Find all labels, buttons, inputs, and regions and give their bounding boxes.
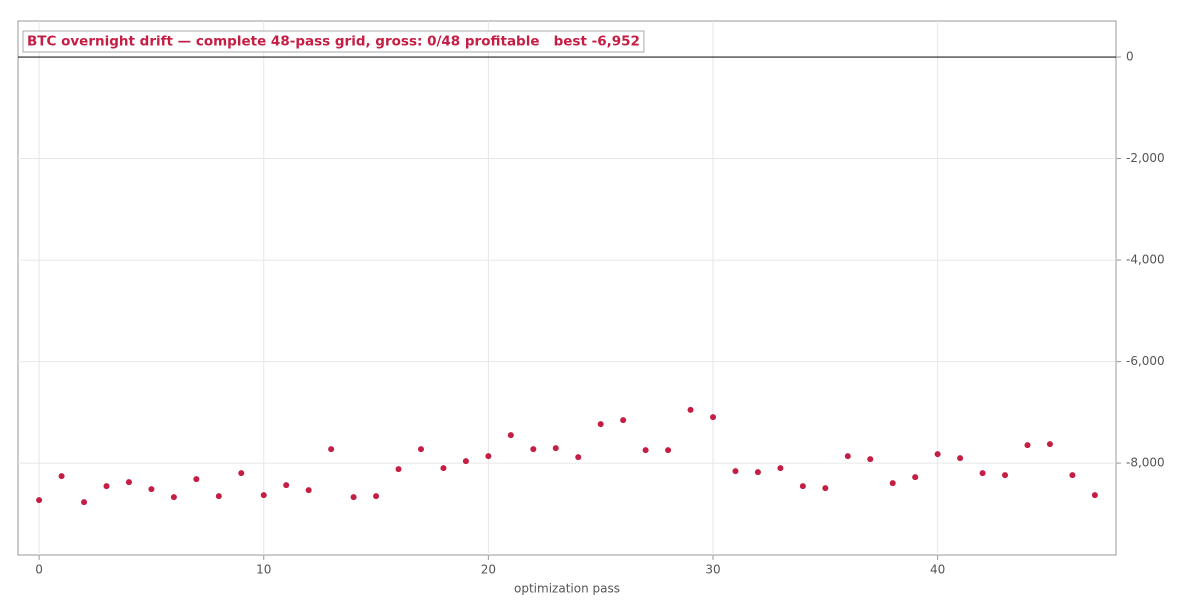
y-tick-label: 0 xyxy=(1126,50,1134,64)
point xyxy=(328,446,335,453)
point xyxy=(148,486,155,493)
point xyxy=(283,482,290,489)
point xyxy=(867,456,874,463)
point xyxy=(799,483,806,490)
point xyxy=(417,446,424,453)
x-tick-label: 0 xyxy=(35,563,43,577)
point xyxy=(754,469,761,476)
point xyxy=(575,454,582,461)
point xyxy=(552,445,559,452)
point xyxy=(440,465,447,472)
point xyxy=(934,451,941,458)
point xyxy=(238,470,245,477)
point xyxy=(507,432,514,439)
point xyxy=(462,458,469,465)
x-tick-label: 10 xyxy=(256,563,271,577)
point xyxy=(193,476,200,483)
point xyxy=(350,494,357,501)
point xyxy=(1002,472,1009,479)
point xyxy=(844,453,851,460)
x-tick-label: 20 xyxy=(481,563,496,577)
point xyxy=(979,470,986,477)
y-tick-label: -8,000 xyxy=(1126,456,1165,470)
point xyxy=(1024,442,1031,449)
point xyxy=(777,465,784,472)
point xyxy=(710,414,717,421)
point xyxy=(215,493,222,500)
title-box xyxy=(22,30,645,53)
y-tick-label: -6,000 xyxy=(1126,354,1165,368)
point xyxy=(1046,441,1053,448)
point xyxy=(687,406,694,413)
point xyxy=(125,479,132,486)
point xyxy=(81,499,88,506)
point xyxy=(170,494,177,501)
chart-title: BTC overnight drift — complete 48-pass g… xyxy=(27,34,640,50)
point xyxy=(597,421,604,428)
point xyxy=(642,447,649,454)
point xyxy=(822,485,829,492)
y-tick-label: -4,000 xyxy=(1126,253,1165,267)
point xyxy=(957,455,964,462)
point xyxy=(620,417,627,424)
y-tick-label: -2,000 xyxy=(1126,151,1165,165)
point xyxy=(260,492,267,499)
point xyxy=(373,493,380,500)
point xyxy=(485,453,492,460)
point xyxy=(103,483,110,490)
point xyxy=(58,473,65,480)
point xyxy=(305,487,312,494)
point xyxy=(732,468,739,475)
point xyxy=(1091,492,1098,499)
x-tick-label: 40 xyxy=(930,563,945,577)
plot-frame xyxy=(17,20,1117,556)
point xyxy=(665,447,672,454)
point xyxy=(889,480,896,487)
x-axis-label: optimization pass xyxy=(514,582,620,596)
point xyxy=(395,466,402,473)
point xyxy=(530,446,537,453)
point xyxy=(912,474,919,481)
point xyxy=(1069,472,1076,479)
x-tick-label: 30 xyxy=(705,563,720,577)
point xyxy=(36,497,43,504)
